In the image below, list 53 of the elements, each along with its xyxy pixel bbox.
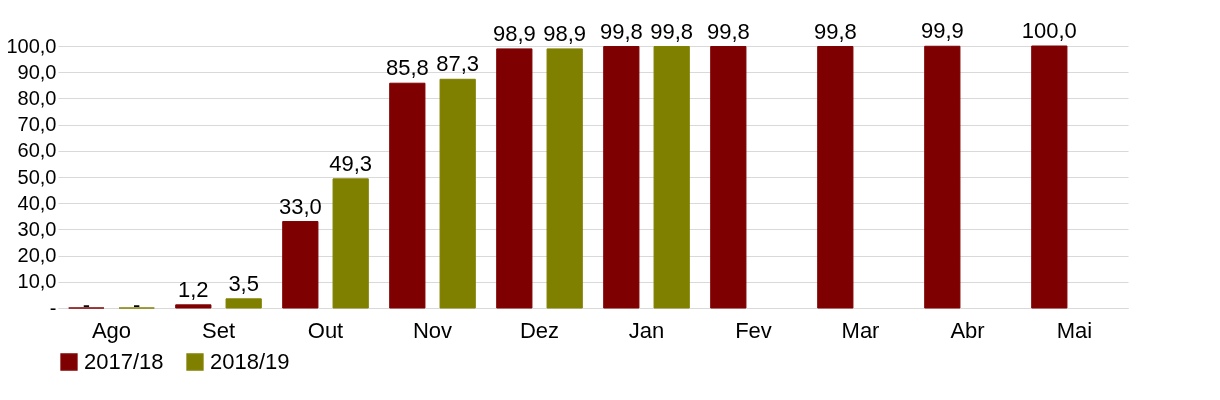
bar <box>1031 45 1068 309</box>
data-label: 100,0 <box>1021 18 1077 43</box>
legend-label: 2018/19 <box>210 349 290 374</box>
data-label: 87,3 <box>436 51 480 77</box>
x-tick-label: Fev <box>735 317 772 343</box>
data-label: 33,0 <box>278 193 322 219</box>
bar <box>710 46 747 309</box>
x-tick-label: Mai <box>1056 317 1093 343</box>
bar <box>924 45 961 309</box>
x-tick-label: Out <box>307 317 344 343</box>
data-label: 98,9 <box>492 20 536 46</box>
y-tick-label: 20,0 <box>17 244 57 267</box>
data-label: - <box>133 292 141 317</box>
bar <box>175 304 212 309</box>
y-tick-label: 60,0 <box>17 139 57 162</box>
data-label: - <box>82 292 90 317</box>
bar <box>282 221 319 309</box>
x-tick-label: Jan <box>628 317 665 343</box>
bar <box>817 46 854 309</box>
data-label: 99,8 <box>813 18 857 44</box>
y-tick-label: 40,0 <box>17 191 57 214</box>
bar <box>496 48 533 309</box>
data-label: 49,3 <box>329 150 373 176</box>
data-label: 99,9 <box>920 18 964 44</box>
x-tick-label: Ago <box>91 317 132 343</box>
data-label: 99,8 <box>650 18 694 44</box>
bar <box>439 78 476 309</box>
x-tick-label: Nov <box>412 317 453 343</box>
y-tick-label: 30,0 <box>17 217 57 240</box>
bar <box>546 48 583 309</box>
y-tick-label: 70,0 <box>17 113 57 136</box>
data-label: 99,8 <box>706 18 750 44</box>
bar <box>225 298 262 309</box>
data-label: 98,9 <box>543 20 587 46</box>
data-label: 99,8 <box>599 18 643 44</box>
bar <box>332 178 369 309</box>
y-tick-label: 50,0 <box>17 165 57 188</box>
bar <box>389 82 426 309</box>
y-tick-label: - <box>49 296 57 319</box>
data-label: 3,5 <box>228 270 259 296</box>
legend-label: 2017/18 <box>84 349 164 374</box>
x-tick-label: Mar <box>841 317 880 343</box>
y-tick-label: 10,0 <box>17 270 57 293</box>
x-tick-label: Dez <box>519 317 560 343</box>
data-label: 85,8 <box>385 55 429 81</box>
y-tick-label: 90,0 <box>17 60 57 83</box>
y-tick-label: 100,0 <box>6 34 57 57</box>
x-tick-label: Abr <box>950 317 985 343</box>
y-tick-label: 80,0 <box>17 86 57 109</box>
x-tick-label: Set <box>201 317 236 343</box>
data-label: 1,2 <box>178 276 209 302</box>
bar <box>653 46 690 309</box>
bar <box>603 46 640 309</box>
